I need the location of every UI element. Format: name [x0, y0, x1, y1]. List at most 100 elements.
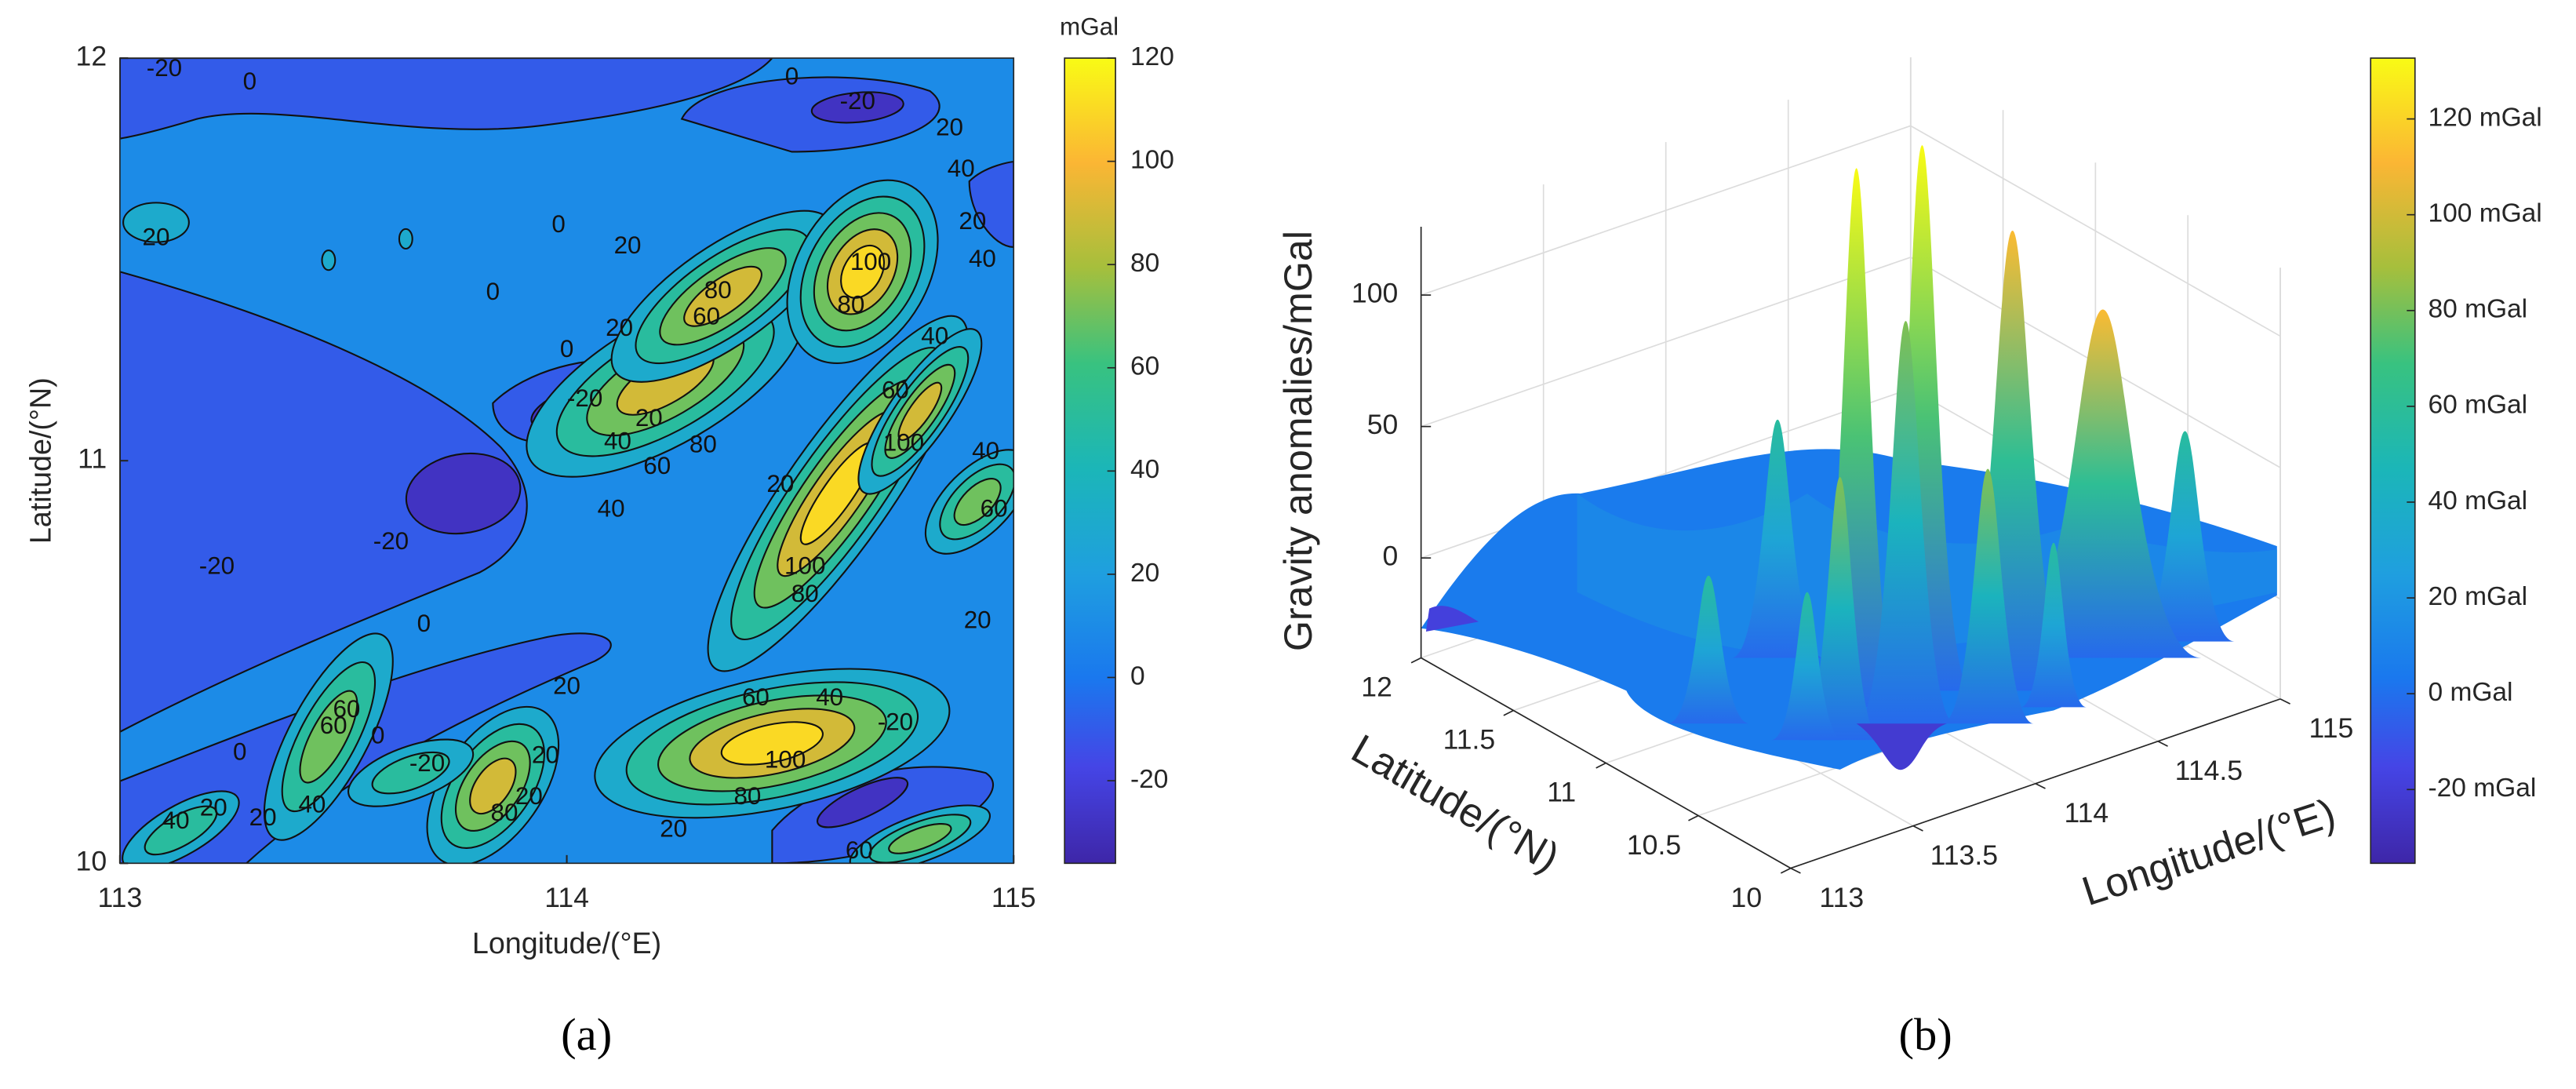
- x-tick-label: 114: [544, 882, 589, 913]
- y-tick: [1410, 657, 1422, 664]
- contour-label: 100: [850, 248, 891, 275]
- y-tick-label: 12: [76, 40, 107, 71]
- colorbar: [1064, 57, 1116, 865]
- contour-band: [119, 58, 773, 140]
- contour-label: 40: [948, 155, 975, 182]
- contour-band: [953, 478, 1002, 526]
- z-tick-label: 0: [1383, 541, 1399, 572]
- contour-label: -20: [878, 708, 913, 736]
- x-tick-label: 114.5: [2175, 755, 2243, 786]
- contour-label: 80: [491, 799, 518, 826]
- x-tick: [1912, 825, 1923, 832]
- contour-label: 20: [959, 207, 986, 235]
- contour-band: [398, 228, 413, 250]
- contour-label: 40: [604, 427, 631, 454]
- surface-dip: [1425, 606, 1479, 632]
- colorbar-tick-label: 60 mGal: [2429, 391, 2528, 420]
- colorbar-tick-label: -20 mGal: [2429, 774, 2537, 803]
- contour-label: 0: [417, 610, 431, 637]
- colorbar-tick-label: 60: [1130, 352, 1159, 381]
- contour-label: 40: [972, 437, 999, 464]
- colorbar-label: mGal: [1060, 13, 1119, 41]
- contour-band: [371, 751, 450, 795]
- y-tick-label: 11.5: [1443, 724, 1496, 756]
- contour-label: 0: [560, 335, 573, 362]
- panel-b: 10 10.5 11 11.5 12 113 113.5 114 114.5 115 0 50 100 L…: [1276, 57, 2542, 915]
- surface-peak: [1667, 575, 1750, 724]
- x-tick-label: 114: [2064, 797, 2108, 829]
- colorbar-tick-label: 40: [1130, 455, 1159, 484]
- contour-band: [897, 381, 943, 441]
- contour-band: [810, 91, 904, 124]
- contour-label: 40: [969, 245, 996, 272]
- contour-label: 20: [964, 606, 991, 634]
- y-tick-label: 10: [1731, 882, 1763, 913]
- contour-band: [119, 271, 528, 733]
- caption-a: (a): [561, 1009, 612, 1060]
- x-axis-label: Longitude/(°E): [2077, 790, 2341, 915]
- contour-label: 20: [142, 224, 169, 251]
- x-tick: [1790, 867, 1801, 874]
- contour-label: 40: [162, 807, 190, 834]
- contour-band: [321, 249, 337, 271]
- contour-label: 20: [200, 793, 227, 821]
- contour-label: 20: [614, 231, 642, 259]
- contour-label: -20: [199, 552, 235, 580]
- contour-label: 0: [486, 278, 500, 305]
- colorbar-tick-label: 0: [1130, 661, 1145, 690]
- contour-label: 0: [551, 210, 565, 238]
- contour-label: 60: [320, 712, 347, 739]
- contour-label: 20: [660, 815, 687, 843]
- surface-peak: [1731, 419, 1824, 658]
- contour-band: [299, 690, 358, 784]
- contour-band: [683, 265, 762, 327]
- contour-band: [122, 202, 190, 243]
- colorbar-tick-label: 80: [1130, 249, 1159, 278]
- contour-label: 60: [742, 683, 770, 711]
- x-tick: [2157, 741, 2168, 747]
- contour-label: 20: [515, 782, 543, 810]
- colorbar-tick-label: 40 mGal: [2429, 486, 2528, 515]
- x-tick-label: 113: [98, 882, 143, 913]
- surface-dip: [1856, 723, 1947, 770]
- contour-label: 20: [606, 314, 633, 341]
- y-axis-label: Latitude/(°N): [24, 377, 56, 544]
- contour-label: 20: [532, 741, 559, 768]
- contour-label: 60: [882, 377, 909, 404]
- surface-peak: [1770, 592, 1843, 741]
- contour-label: 100: [784, 552, 825, 580]
- x-tick: [2279, 698, 2290, 705]
- contour-label: 60: [333, 695, 360, 723]
- contour-band: [840, 244, 886, 299]
- y-tick-label: 12: [1361, 672, 1392, 703]
- contour-label: 40: [816, 683, 843, 711]
- contour-field: [119, 58, 1014, 864]
- colorbar-tick-label: 80 mGal: [2429, 295, 2528, 324]
- contour-label: 40: [921, 322, 948, 349]
- x-tick-label: 113.5: [1930, 840, 1998, 871]
- contour-label: 60: [693, 302, 720, 330]
- x-tick-label: 115: [991, 882, 1036, 913]
- contour-label: -20: [840, 87, 875, 115]
- contour-label: 80: [791, 580, 819, 607]
- caption-b: (b): [1898, 1009, 1952, 1060]
- y-tick: [1503, 709, 1514, 716]
- contour-label: 40: [598, 494, 625, 522]
- z-tick-label: 50: [1367, 409, 1399, 440]
- contour-label: 0: [243, 67, 257, 95]
- x-tick: [2035, 782, 2046, 789]
- surface-peak: [2021, 542, 2087, 708]
- y-tick-label: 11: [1547, 777, 1576, 808]
- y-tick: [1595, 762, 1606, 769]
- colorbar-tick-label: -20: [1130, 765, 1168, 794]
- colorbar-tick-label: 100 mGal: [2429, 199, 2542, 228]
- contour-label: 0: [233, 738, 246, 765]
- y-tick: [1780, 867, 1792, 874]
- contour-label: 80: [689, 431, 717, 458]
- z-tick-label: 100: [1352, 277, 1398, 308]
- contour-label: 0: [371, 721, 384, 748]
- contour-label: 60: [643, 452, 671, 479]
- colorbar-tick-label: 120 mGal: [2429, 103, 2542, 132]
- contour-label: -20: [567, 384, 602, 412]
- contour-label: 60: [846, 836, 873, 864]
